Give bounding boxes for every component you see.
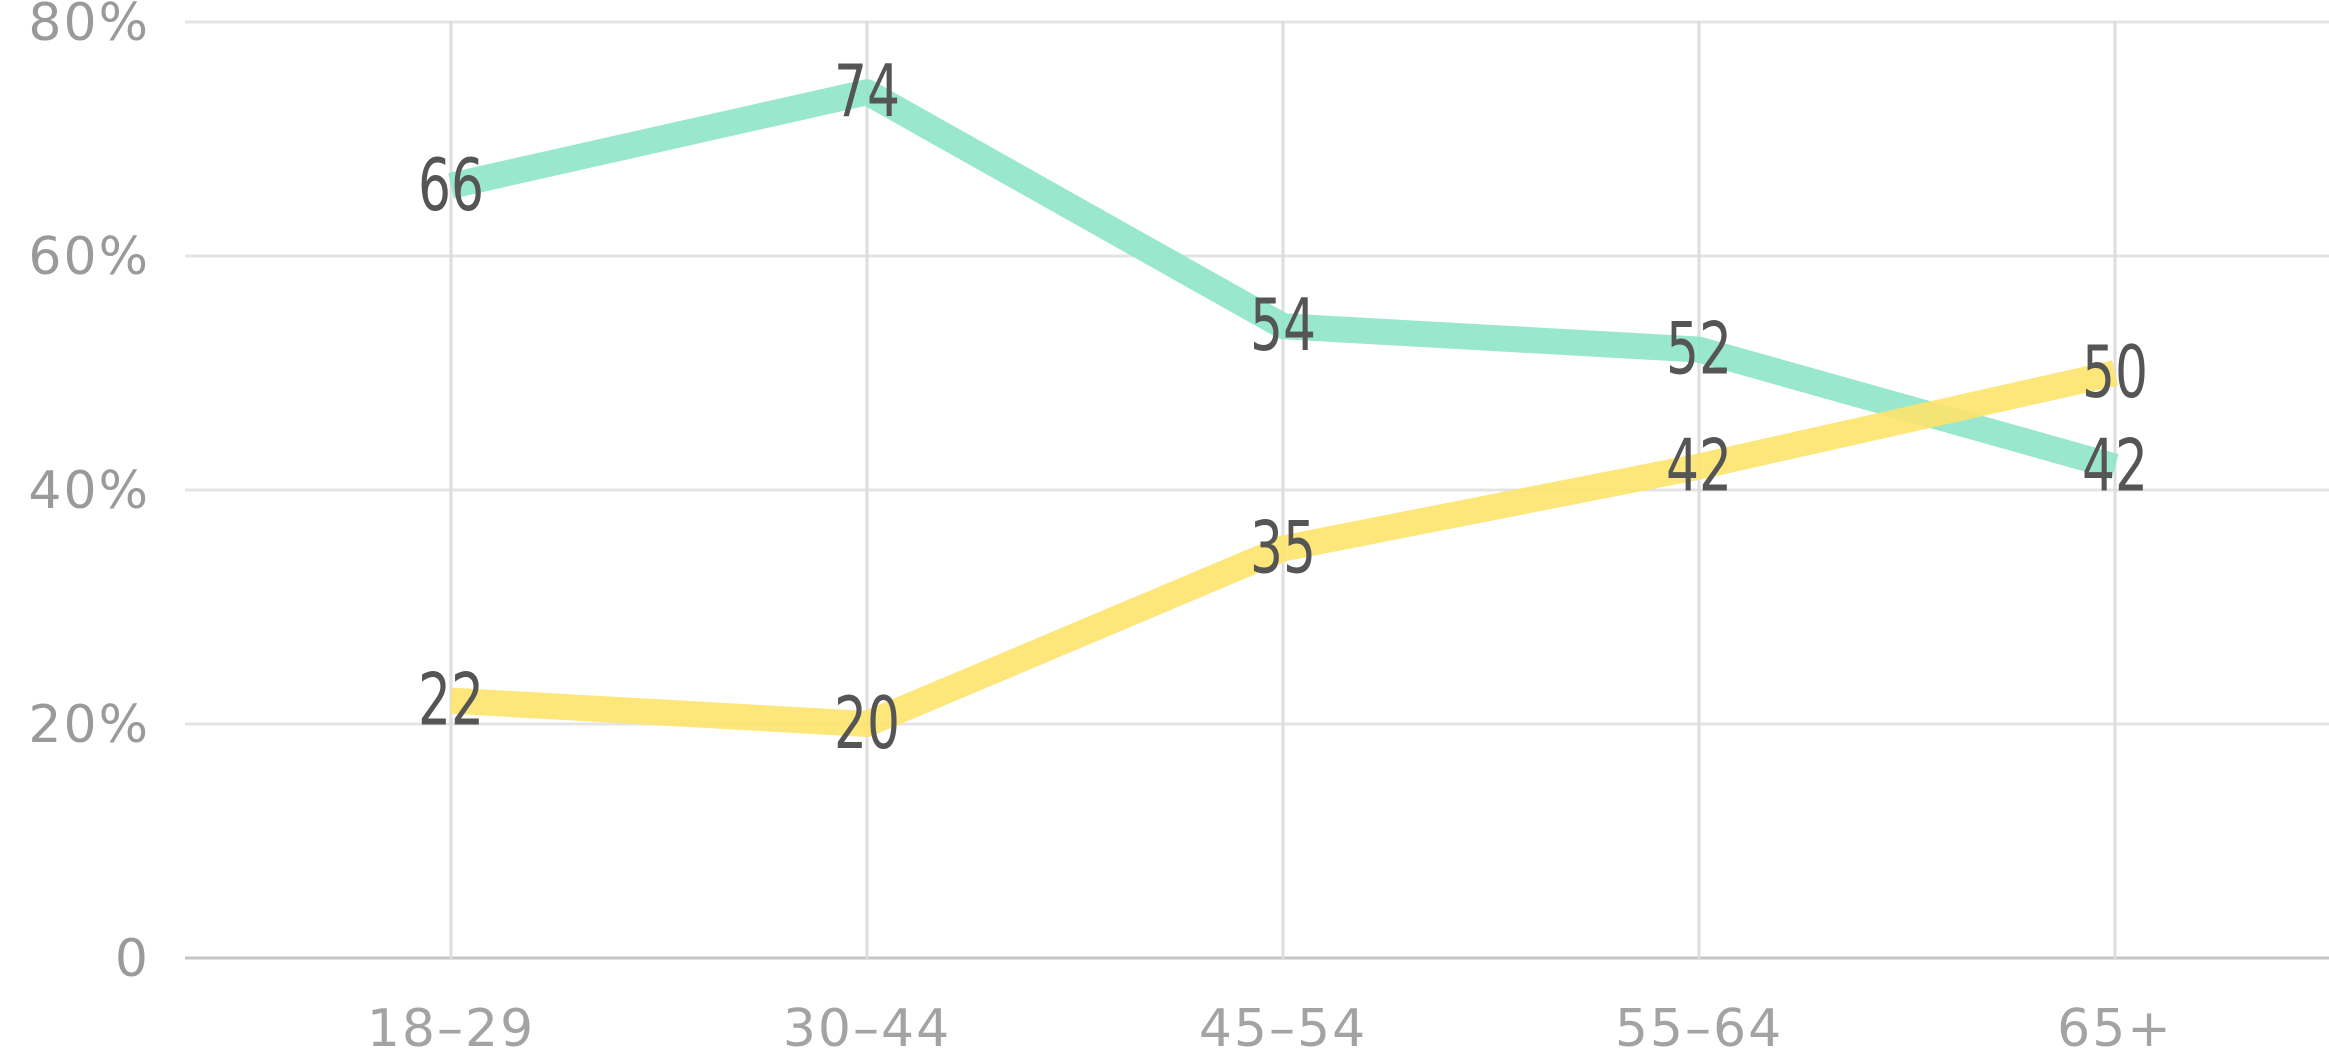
series-line-2 xyxy=(450,360,2118,737)
y-tick-label: 0 xyxy=(115,929,150,989)
x-tick-label: 55–64 xyxy=(1615,999,1783,1057)
y-tick-label: 20% xyxy=(28,695,150,755)
data-label: 74 xyxy=(834,49,900,133)
x-axis-ticks: 18–29 30–44 45–54 55–64 65+ xyxy=(367,999,2173,1057)
data-label: 35 xyxy=(1250,506,1316,590)
data-labels: 66 74 54 52 42 22 20 35 42 50 xyxy=(418,49,2148,765)
data-label: 22 xyxy=(418,658,484,742)
y-tick-label: 80% xyxy=(28,0,150,53)
series-lines xyxy=(448,79,2119,737)
x-tick-label: 45–54 xyxy=(1199,999,1367,1057)
data-label: 66 xyxy=(418,143,484,227)
x-tick-label: 65+ xyxy=(2057,999,2173,1057)
data-label: 50 xyxy=(2082,330,2148,414)
series-line-1 xyxy=(448,79,2119,480)
y-tick-label: 40% xyxy=(28,461,150,521)
data-label: 52 xyxy=(1666,307,1732,391)
data-label: 42 xyxy=(1666,424,1732,508)
data-label: 20 xyxy=(834,681,900,765)
data-label: 54 xyxy=(1250,283,1316,367)
horizontal-gridlines xyxy=(185,20,2329,960)
x-tick-label: 30–44 xyxy=(783,999,951,1057)
x-tick-label: 18–29 xyxy=(367,999,535,1057)
y-axis-ticks: 0 20% 40% 60% 80% xyxy=(28,0,150,989)
data-label: 42 xyxy=(2082,424,2148,508)
y-tick-label: 60% xyxy=(28,227,150,287)
